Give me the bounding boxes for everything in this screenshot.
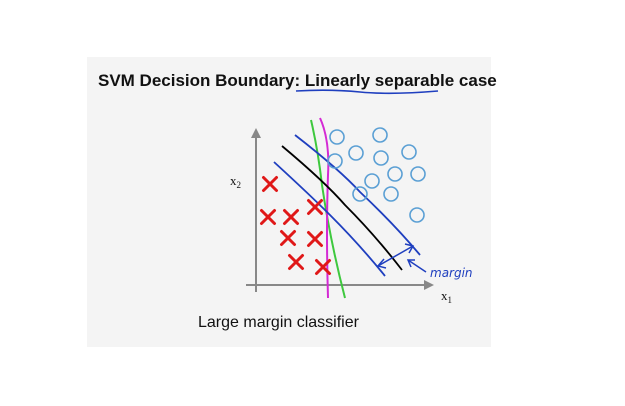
positive-point xyxy=(352,186,368,202)
positive-point xyxy=(364,173,380,189)
positive-point xyxy=(348,145,364,161)
positive-point xyxy=(383,186,399,202)
slide-title: SVM Decision Boundary: Linearly separabl… xyxy=(98,71,497,91)
title-prefix: SVM Decision Boundary: xyxy=(98,71,305,90)
margin-line-upper xyxy=(294,134,421,256)
negative-point xyxy=(262,176,278,192)
y-axis-label: x2 xyxy=(230,173,241,190)
margin-annotation: margin xyxy=(430,266,473,280)
positive-point xyxy=(327,153,343,169)
margin-arrow-head-a xyxy=(376,258,387,269)
negative-points xyxy=(260,176,331,275)
caption: Large margin classifier xyxy=(198,314,359,331)
annotation-pointer xyxy=(407,259,427,273)
positive-point xyxy=(409,207,425,223)
title-underline xyxy=(295,89,439,95)
margin-line-lower xyxy=(273,161,386,277)
decision-boundary xyxy=(281,145,403,271)
negative-point xyxy=(260,209,276,225)
positive-point xyxy=(372,127,388,143)
positive-point xyxy=(410,166,426,182)
negative-point xyxy=(280,230,296,246)
x-axis-arrow xyxy=(424,280,434,290)
x-axis-label: x1 xyxy=(441,288,452,305)
negative-point xyxy=(307,199,323,215)
margin-arrow xyxy=(377,245,414,267)
y-axis-arrow xyxy=(251,128,261,138)
annotation-pointer-head xyxy=(406,259,415,268)
title-suffix: case xyxy=(454,71,497,90)
negative-point xyxy=(283,209,299,225)
title-emphasis: Linearly separable xyxy=(304,71,455,90)
alt-boundary-green xyxy=(310,119,346,299)
negative-point xyxy=(307,231,323,247)
positive-points xyxy=(327,127,426,223)
positive-point xyxy=(387,166,403,182)
slide-panel xyxy=(87,57,491,347)
negative-point xyxy=(288,254,304,270)
positive-point xyxy=(401,144,417,160)
margin-arrow-head-b xyxy=(404,243,415,254)
negative-point xyxy=(315,259,331,275)
positive-point xyxy=(329,129,345,145)
positive-point xyxy=(373,150,389,166)
